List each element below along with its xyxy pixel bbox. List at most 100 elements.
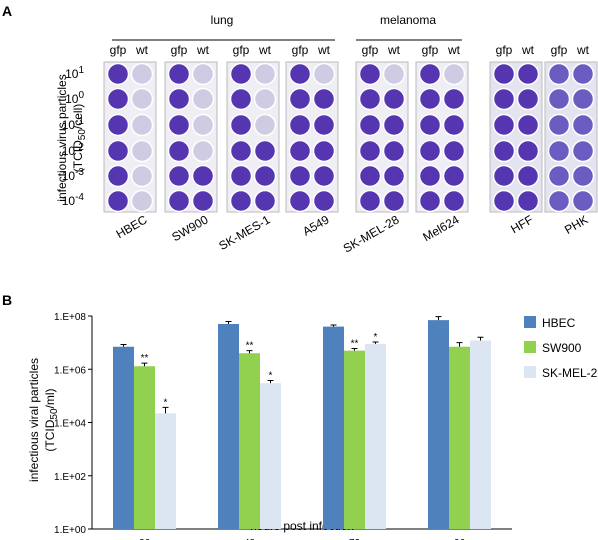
y-axis-label: infectious viral particles	[27, 358, 41, 482]
well	[106, 87, 130, 111]
well	[547, 139, 571, 163]
error-bar	[477, 336, 484, 341]
well	[106, 189, 130, 213]
well	[571, 139, 595, 163]
bar	[239, 353, 260, 529]
y-label-part: (TCID	[71, 140, 85, 172]
cell-line-label: PHK	[562, 212, 590, 236]
bar	[470, 340, 491, 529]
row-label-base: 10	[65, 92, 79, 106]
y-tick-label: 1.E+00	[54, 525, 86, 536]
column-header: wt	[576, 43, 590, 57]
well	[382, 62, 406, 86]
well	[571, 62, 595, 86]
legend-swatch	[524, 341, 536, 353]
legend-label: HBEC	[542, 316, 576, 330]
well	[191, 113, 215, 137]
well	[288, 113, 312, 137]
well	[418, 164, 442, 188]
column-header: gfp	[422, 43, 439, 57]
error-bar	[246, 350, 253, 354]
well	[358, 113, 382, 137]
column-header: gfp	[233, 43, 250, 57]
well	[442, 164, 466, 188]
well	[229, 164, 253, 188]
well	[229, 139, 253, 163]
bar	[113, 346, 134, 529]
y-tick-label: 1.E+04	[54, 419, 86, 430]
y-axis-label: (TCID50/cell)	[71, 104, 88, 172]
well	[312, 139, 336, 163]
well	[229, 87, 253, 111]
error-bar	[225, 321, 232, 325]
row-label: 10-3	[62, 167, 85, 183]
row-label-base: 10	[62, 118, 76, 132]
well	[547, 164, 571, 188]
well	[253, 189, 277, 213]
well	[492, 164, 516, 188]
well	[130, 62, 154, 86]
well	[442, 139, 466, 163]
well	[130, 87, 154, 111]
legend-swatch	[524, 366, 536, 378]
column-header: gfp	[171, 43, 188, 57]
plate	[355, 61, 409, 213]
significance-label: **	[351, 339, 359, 350]
well	[167, 164, 191, 188]
plate	[544, 61, 598, 213]
y-axis-label: (TCID50/ml)	[43, 388, 60, 451]
cell-line-label: SK-MES-1	[216, 212, 272, 253]
well	[418, 139, 442, 163]
well	[106, 113, 130, 137]
significance-label: **	[141, 353, 149, 364]
error-bar	[435, 316, 442, 321]
well	[492, 62, 516, 86]
row-label: 10-2	[62, 142, 85, 158]
well	[382, 113, 406, 137]
cell-line-label: SK-MEL-28	[341, 212, 402, 255]
well	[492, 189, 516, 213]
plate	[489, 61, 543, 213]
error-bar	[351, 348, 358, 351]
well	[442, 87, 466, 111]
row-label: 101	[65, 65, 84, 81]
bar	[218, 324, 239, 529]
well	[130, 139, 154, 163]
row-label-base: 10	[62, 169, 76, 183]
well	[106, 62, 130, 86]
y-label-part: /cell)	[71, 104, 85, 129]
well	[167, 139, 191, 163]
column-header: wt	[258, 43, 272, 57]
bar	[155, 413, 176, 529]
well	[492, 113, 516, 137]
well	[191, 189, 215, 213]
plate	[415, 61, 469, 213]
error-bar	[162, 406, 169, 414]
well	[547, 113, 571, 137]
well	[253, 62, 277, 86]
panel-label: A	[2, 3, 12, 19]
well	[418, 87, 442, 111]
x-tick-label: 96	[454, 538, 466, 540]
well	[130, 164, 154, 188]
well	[382, 139, 406, 163]
row-label-exp: -1	[75, 116, 84, 127]
row-label-exp: -4	[75, 192, 84, 203]
bar	[428, 320, 449, 529]
well	[382, 164, 406, 188]
well	[229, 113, 253, 137]
well	[253, 164, 277, 188]
row-label-base: 10	[62, 144, 76, 158]
y-tick-label: 1.E+08	[54, 312, 86, 323]
well	[382, 189, 406, 213]
column-header: wt	[387, 43, 401, 57]
bar	[134, 366, 155, 529]
well	[571, 113, 595, 137]
well	[253, 87, 277, 111]
well	[229, 189, 253, 213]
error-bar	[120, 344, 127, 347]
bar	[365, 343, 386, 529]
well	[130, 189, 154, 213]
well	[312, 164, 336, 188]
